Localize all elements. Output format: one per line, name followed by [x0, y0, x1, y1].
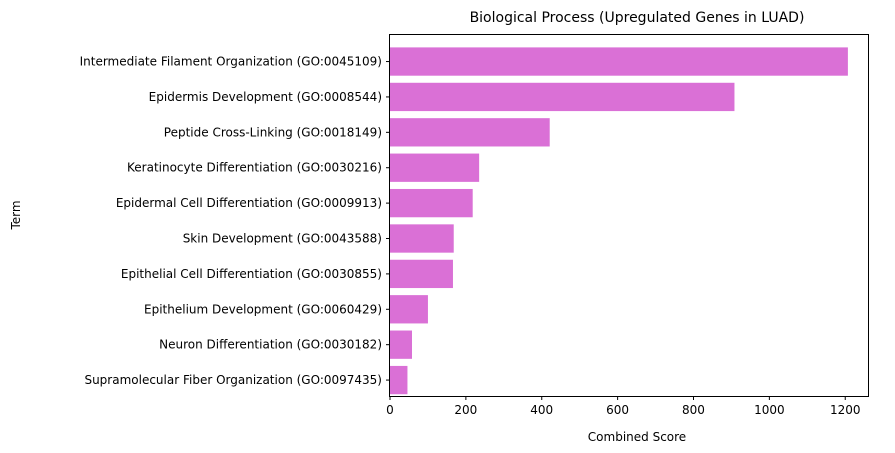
plot-frame: [389, 34, 869, 397]
x-tick-label: 1000: [754, 403, 785, 417]
y-tick-label: Epidermis Development (GO:0008544): [149, 90, 382, 104]
bar: [390, 295, 428, 324]
x-tick-label: 800: [682, 403, 705, 417]
bar: [390, 330, 412, 359]
bar: [390, 188, 473, 218]
bar: [390, 82, 735, 112]
bar: [390, 365, 408, 395]
x-ticks: 0 200 400 600 800 1000 1200: [386, 396, 861, 417]
y-tick-label: Epithelial Cell Differentiation (GO:0030…: [121, 267, 382, 281]
x-tick-label: 0: [386, 403, 394, 417]
y-tick-label: Intermediate Filament Organization (GO:0…: [80, 55, 382, 69]
bar: [390, 47, 848, 76]
x-tick-label: 600: [606, 403, 629, 417]
chart-title: Biological Process (Upregulated Genes in…: [470, 10, 805, 26]
bar: [390, 224, 454, 253]
x-tick-label: 400: [530, 403, 553, 417]
y-tick-label: Keratinocyte Differentiation (GO:0030216…: [127, 161, 382, 175]
x-tick-label: 1200: [830, 403, 861, 417]
bars-group: [390, 47, 848, 395]
y-tick-labels: Intermediate Filament Organization (GO:0…: [80, 55, 390, 387]
x-axis-label: Combined Score: [588, 430, 686, 444]
x-tick-label: 200: [454, 403, 477, 417]
bar: [390, 118, 550, 147]
y-tick-label: Epidermal Cell Differentiation (GO:00099…: [116, 196, 382, 210]
y-tick-label: Peptide Cross-Linking (GO:0018149): [164, 125, 382, 139]
bar: [390, 259, 453, 289]
bar: [390, 153, 480, 182]
y-tick-label: Neuron Differentiation (GO:0030182): [159, 338, 382, 352]
y-tick-label: Epithelium Development (GO:0060429): [144, 302, 382, 316]
y-tick-label: Skin Development (GO:0043588): [183, 232, 382, 246]
y-axis-label: Term: [9, 200, 23, 230]
y-tick-label: Supramolecular Fiber Organization (GO:00…: [84, 373, 382, 387]
